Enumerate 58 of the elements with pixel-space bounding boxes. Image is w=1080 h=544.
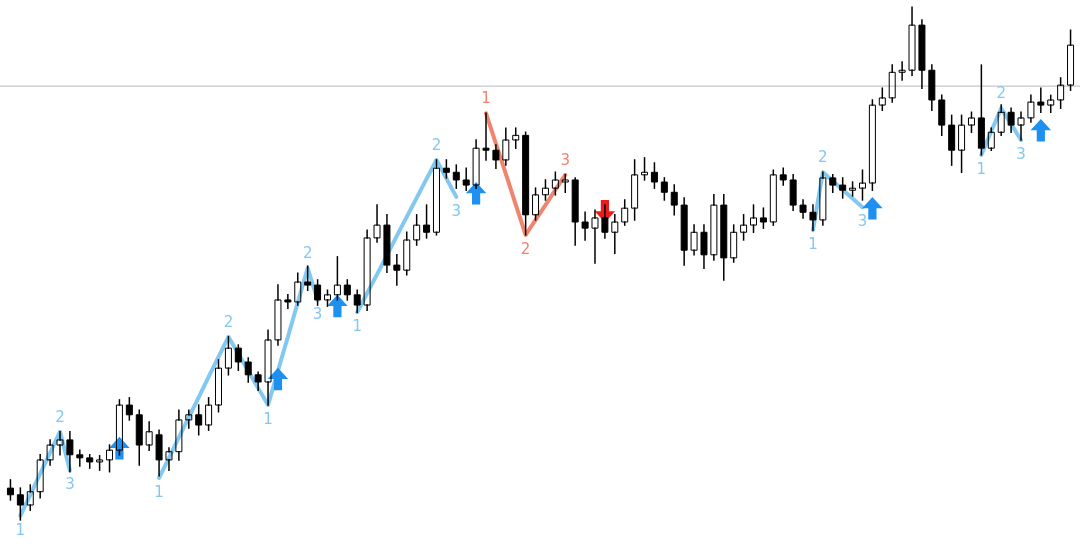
candlestick: [918, 19, 926, 89]
annotation: 3: [312, 304, 323, 323]
candlestick: [56, 430, 64, 456]
candlestick: [997, 104, 1005, 137]
point: [327, 294, 348, 318]
candlestick: [779, 167, 787, 186]
text: 1: [15, 520, 26, 539]
candlestick: [611, 214, 619, 255]
annotation: 2: [996, 84, 1006, 103]
point: [465, 182, 487, 205]
annotation: 1: [263, 410, 273, 429]
candlestick: [492, 144, 500, 169]
candlestick: [462, 167, 470, 191]
candlestick: [690, 224, 698, 256]
candlestick: [710, 194, 718, 261]
annotation: 1: [352, 317, 362, 336]
candlestick: [36, 454, 44, 499]
candlestick: [1027, 94, 1035, 123]
candlestick: [1037, 87, 1045, 114]
annotation: 1: [808, 235, 818, 254]
candlestick: [789, 174, 797, 211]
candlestick: [145, 421, 153, 451]
candlestick: [888, 64, 896, 103]
candlestick: [720, 194, 728, 281]
candlestick: [898, 61, 906, 81]
annotation: 3: [451, 201, 462, 220]
point: [1030, 118, 1052, 142]
candlestick: [601, 204, 609, 239]
candlestick: [581, 211, 589, 241]
candlestick: [591, 209, 599, 264]
candlestick: [799, 199, 807, 219]
annotation: 1: [154, 482, 164, 501]
annotation: 2: [818, 148, 828, 167]
annotation: 1: [976, 159, 987, 178]
candlestick: [46, 439, 54, 466]
annotation: 1: [481, 89, 491, 108]
annotation: 3: [560, 150, 571, 169]
candlestick: [472, 139, 480, 189]
candlestick: [66, 430, 74, 473]
annotation: 2: [431, 135, 442, 154]
annotation: 2: [55, 407, 65, 426]
annotation: 3: [65, 475, 75, 494]
candlestick: [680, 197, 688, 266]
candlestick: [571, 177, 579, 246]
candlestick: [908, 6, 916, 77]
annotation: 3: [857, 212, 868, 231]
candlestick: [700, 224, 708, 269]
candlestick: [76, 449, 84, 467]
candlestick: [1007, 107, 1015, 134]
candlestick: [1017, 111, 1025, 141]
candlestick: [938, 94, 946, 137]
annotation: 2: [520, 239, 531, 258]
candlestick: [482, 112, 490, 161]
annotation: 3: [1016, 144, 1026, 163]
candlestick: [502, 127, 510, 166]
candlestick: [928, 64, 936, 111]
annotation: 2: [302, 244, 313, 263]
annotation: 2: [223, 312, 234, 331]
